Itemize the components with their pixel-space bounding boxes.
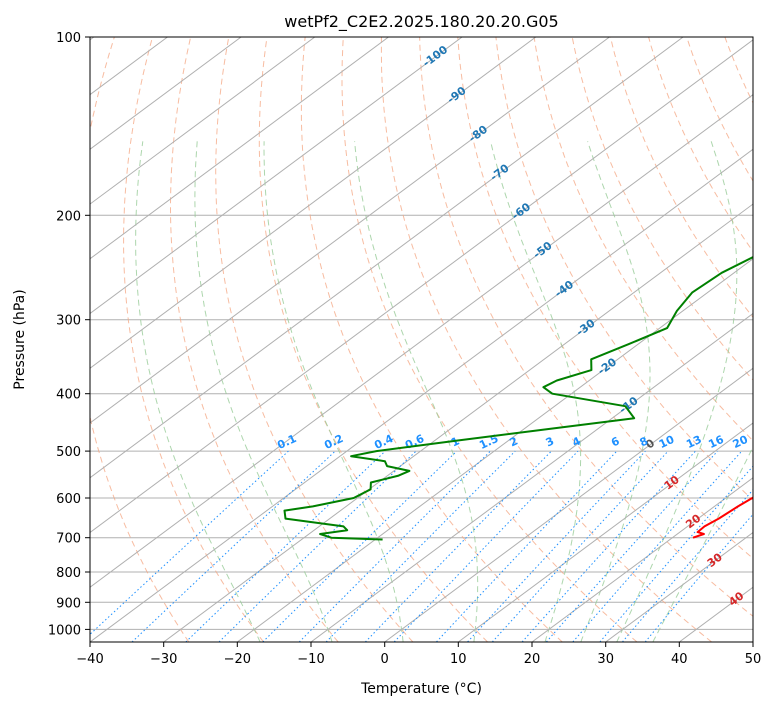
y-tick-label: 400 bbox=[56, 388, 81, 403]
mixing-ratio-label: 16 bbox=[706, 433, 726, 451]
mixing-ratio-line bbox=[325, 450, 516, 642]
y-tick-label: 600 bbox=[56, 492, 81, 507]
x-tick-label: 30 bbox=[597, 652, 614, 667]
plot-area: -100-90-80-70-60-50-40-30-20-10010203040… bbox=[90, 37, 753, 642]
isotherm-line bbox=[237, 258, 753, 642]
mixing-ratio-label: 10 bbox=[657, 433, 677, 451]
mixing-ratio-line bbox=[521, 450, 696, 642]
y-axis-title: Pressure (hPa) bbox=[12, 289, 28, 389]
x-tick-label: 40 bbox=[671, 652, 688, 667]
isotherm-line bbox=[90, 37, 610, 424]
y-axis: 100 200 300 400 500 600 700 800 900 1000 bbox=[48, 31, 90, 638]
dry-adiabat-line bbox=[123, 37, 264, 642]
mixing-ratio-line bbox=[436, 450, 618, 642]
isotherm-line bbox=[90, 37, 389, 260]
moist-adiabat-line bbox=[354, 141, 479, 642]
dewpoint-line bbox=[283, 255, 753, 541]
dry-adiabat-line bbox=[215, 37, 414, 642]
isotherm-line bbox=[90, 37, 684, 479]
moist-adiabat-line bbox=[652, 445, 753, 642]
isotherm-line bbox=[90, 37, 537, 369]
moist-adiabat-line bbox=[135, 141, 261, 642]
isotherm-line bbox=[90, 148, 753, 642]
mixing-ratio-line bbox=[185, 450, 386, 642]
mixing-ratio-line bbox=[298, 450, 491, 642]
isotherm-line bbox=[384, 367, 753, 642]
mixing-ratio-line bbox=[364, 450, 552, 642]
isotherm-line bbox=[90, 37, 316, 205]
mixing-ratio-lines bbox=[90, 450, 753, 642]
x-tick-label: 0 bbox=[381, 652, 389, 667]
moist-adiabat-line bbox=[194, 141, 333, 642]
mixing-ratio-label: 13 bbox=[684, 433, 703, 451]
skewed-isotherms bbox=[90, 37, 753, 642]
y-tick-label: 1000 bbox=[48, 623, 81, 638]
dry-adiabat-line bbox=[380, 37, 713, 642]
profile-series bbox=[283, 255, 753, 541]
x-axis-title: Temperature (°C) bbox=[360, 681, 482, 697]
chart-title: wetPf2_C2E2.2025.180.20.20.G05 bbox=[284, 12, 558, 32]
mixing-ratio-line bbox=[90, 450, 289, 636]
y-tick-label: 900 bbox=[56, 596, 81, 611]
isotherm-line bbox=[310, 312, 753, 642]
isotherm-line bbox=[90, 39, 753, 534]
mixing-ratio-line bbox=[393, 450, 579, 642]
isotherm-line bbox=[531, 477, 753, 642]
x-tick-label: −30 bbox=[150, 652, 177, 667]
isotherm-line bbox=[90, 37, 463, 315]
plot-frame bbox=[89, 36, 754, 643]
pressure-gridlines bbox=[90, 37, 753, 630]
dry-adiabat-line bbox=[300, 37, 563, 642]
x-tick-label: −10 bbox=[297, 652, 324, 667]
isotherm-line bbox=[90, 93, 753, 588]
dry-adiabat-line bbox=[571, 37, 753, 381]
isotherm-line bbox=[90, 37, 242, 150]
y-tick-label: 100 bbox=[56, 31, 81, 46]
y-tick-label: 300 bbox=[56, 314, 81, 329]
isotherm-line bbox=[163, 203, 753, 642]
x-tick-label: −40 bbox=[76, 652, 103, 667]
x-tick-label: −20 bbox=[224, 652, 251, 667]
x-tick-label: 10 bbox=[450, 652, 467, 667]
x-tick-label: 50 bbox=[745, 652, 762, 667]
moist-adiabat-line bbox=[616, 141, 738, 642]
x-tick-label: 20 bbox=[524, 652, 541, 667]
dry-adiabat-line bbox=[341, 37, 638, 642]
dry-adiabat-line bbox=[533, 37, 753, 442]
mixing-ratio-line bbox=[572, 450, 743, 642]
mixing-ratio-line bbox=[545, 450, 718, 642]
dry-adiabat-line bbox=[457, 37, 753, 560]
mixing-ratio-label: 20 bbox=[731, 433, 751, 451]
isotherm-line bbox=[458, 422, 753, 642]
moist-adiabat-line bbox=[580, 141, 651, 642]
x-axis: −40 −30 −20 −10 0 10 20 30 40 50 bbox=[76, 642, 761, 667]
dry-adiabat-line bbox=[170, 37, 339, 642]
dry-adiabat-line bbox=[648, 37, 753, 253]
mixing-ratio-line bbox=[467, 450, 646, 642]
mixing-ratio-line bbox=[491, 450, 669, 642]
mixing-ratio-line bbox=[262, 450, 458, 642]
y-tick-label: 800 bbox=[56, 566, 81, 581]
dry-adiabat-line bbox=[495, 37, 753, 501]
isotherm-line bbox=[605, 531, 753, 642]
y-tick-label: 700 bbox=[56, 532, 81, 547]
moist-adiabat-line bbox=[263, 141, 404, 642]
dry-adiabat-line bbox=[609, 37, 753, 318]
y-tick-label: 200 bbox=[56, 209, 81, 224]
y-tick-label: 500 bbox=[56, 445, 81, 460]
